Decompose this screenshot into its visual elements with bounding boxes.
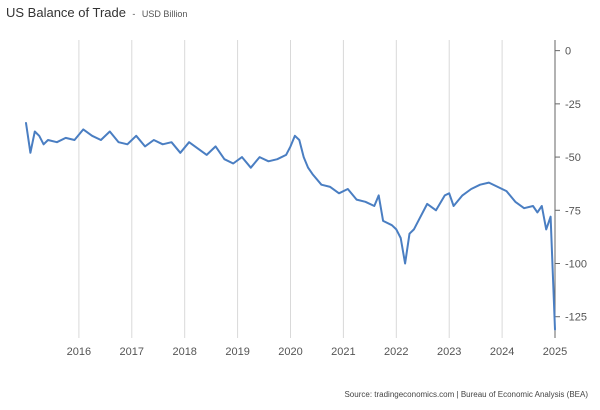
y-tick-label: -25 (565, 99, 581, 111)
chart-unit: USD Billion (141, 9, 188, 19)
x-tick-label: 2021 (331, 346, 355, 358)
source-note: Source: tradingeconomics.com | Bureau of… (344, 390, 588, 399)
x-tick-label: 2020 (278, 346, 302, 358)
x-tick-label: 2025 (543, 346, 567, 358)
x-tick-label: 2016 (67, 346, 91, 358)
y-tick-label: -125 (565, 312, 587, 324)
title-separator: - (132, 9, 136, 19)
chart-title-text: US Balance of Trade (6, 5, 126, 20)
chart-title: US Balance of Trade - USD Billion (6, 4, 187, 22)
x-tick-label: 2022 (384, 346, 408, 358)
y-tick-label: -50 (565, 152, 581, 164)
y-tick-label: -75 (565, 205, 581, 217)
y-tick-label: 0 (565, 46, 571, 58)
y-tick-label: -100 (565, 259, 587, 271)
x-tick-label: 2018 (172, 346, 196, 358)
series-line (25, 122, 556, 331)
x-tick-label: 2023 (437, 346, 461, 358)
x-tick-label: 2019 (225, 346, 249, 358)
x-tick-label: 2024 (490, 346, 514, 358)
x-tick-label: 2017 (120, 346, 144, 358)
